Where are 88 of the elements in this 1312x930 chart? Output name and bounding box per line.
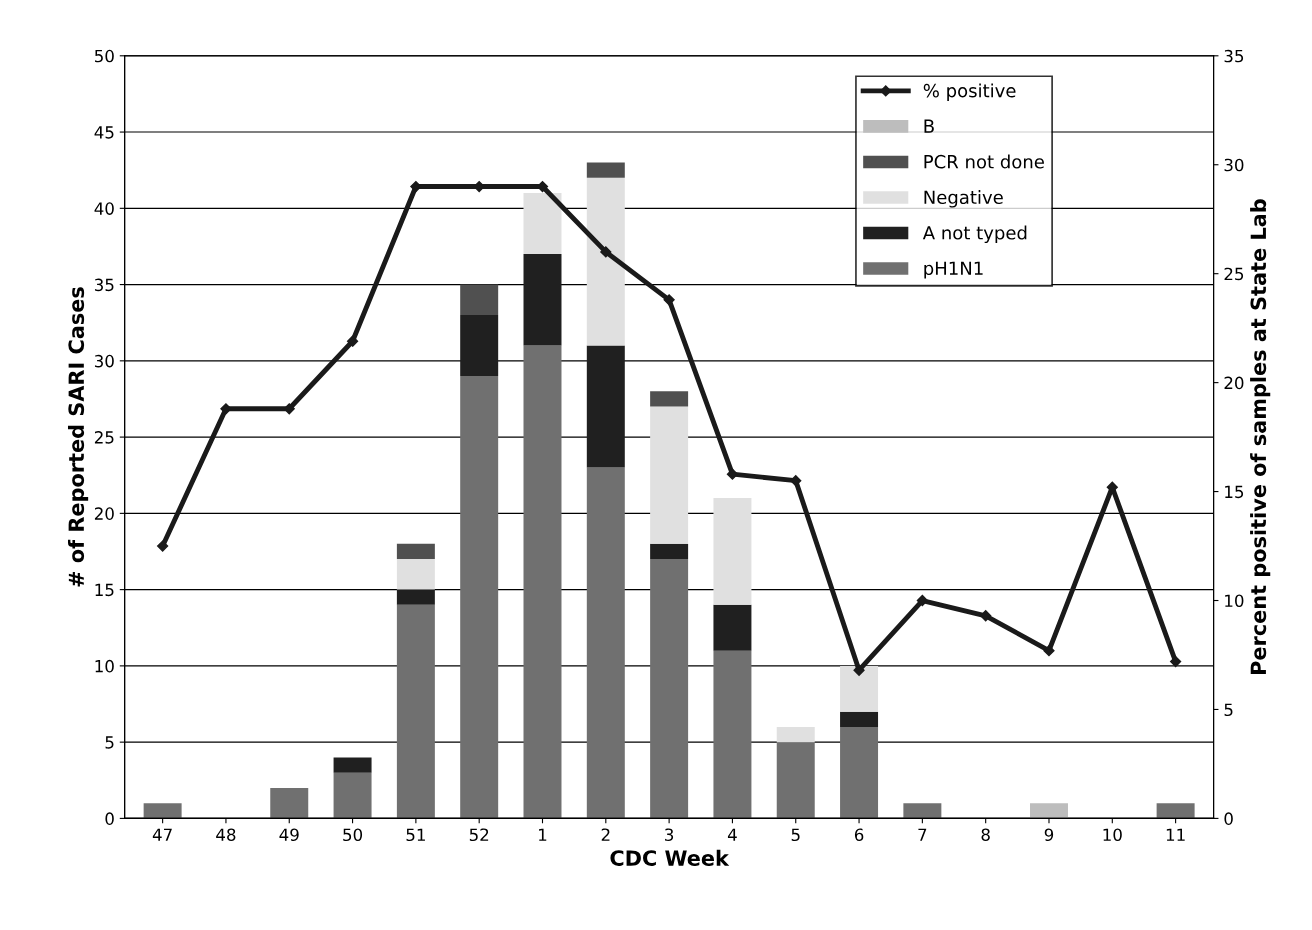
bar <box>650 543 689 560</box>
point <box>663 294 675 306</box>
x-tick-label: 5 <box>791 828 800 842</box>
point <box>853 664 865 676</box>
bar <box>713 498 752 605</box>
bar <box>396 559 435 590</box>
y-tick-label: 10 <box>95 659 114 673</box>
y2-tick-label: 15 <box>1225 485 1244 499</box>
legend-label: pH1N1 <box>924 261 983 279</box>
point <box>1170 655 1182 668</box>
y2-tick-label: 35 <box>1224 49 1244 63</box>
bar <box>776 742 815 819</box>
x-tick-label: 49 <box>279 828 299 842</box>
y2-tick-label: 0 <box>1224 812 1233 825</box>
bar <box>650 406 689 544</box>
point <box>790 475 802 487</box>
bar <box>1156 803 1195 819</box>
y2-tick-label: 10 <box>1225 594 1244 608</box>
legend-label: Negative <box>924 190 1003 208</box>
point <box>1043 645 1055 657</box>
bar <box>396 604 435 819</box>
y-tick-label: 40 <box>94 202 114 215</box>
x-axis-title: CDC Week <box>610 849 730 866</box>
x-tick-label: 3 <box>665 828 674 842</box>
x-tick-label: 1 <box>539 828 547 841</box>
y-tick-label: 20 <box>94 507 114 520</box>
bar <box>713 650 752 819</box>
y2-tick-label: 25 <box>1224 267 1244 281</box>
bar <box>1030 803 1068 819</box>
bar <box>143 803 182 819</box>
y2-tick-label: 30 <box>1224 158 1244 172</box>
legend-label: A not typed <box>922 225 1027 244</box>
y-tick-label: 30 <box>94 354 114 368</box>
bar <box>586 467 625 819</box>
bar <box>523 345 562 819</box>
bar <box>523 193 562 255</box>
point <box>600 246 612 258</box>
x-tick-label: 51 <box>406 828 425 842</box>
bar <box>523 254 562 346</box>
x-tick-label: 48 <box>216 828 236 842</box>
y-tick-label: 5 <box>105 736 114 749</box>
bar <box>460 315 499 377</box>
y-tick-label: 25 <box>94 431 114 444</box>
y-tick-label: 35 <box>94 278 114 292</box>
point <box>980 610 992 622</box>
x-tick-label: 7 <box>918 828 927 841</box>
x-tick-label: 50 <box>343 828 363 842</box>
x-tick-label: 4 <box>727 828 737 841</box>
bar <box>903 803 942 819</box>
bar <box>586 162 625 178</box>
x-tick-label: 6 <box>854 828 864 842</box>
legend-label: B <box>924 119 934 133</box>
bar <box>460 376 499 819</box>
legend-label: % positive <box>923 83 1016 101</box>
bar <box>270 787 309 819</box>
point <box>916 594 928 607</box>
bar <box>460 284 499 316</box>
bar <box>650 559 689 819</box>
bar <box>396 589 435 605</box>
bar <box>586 345 625 468</box>
point <box>157 540 169 552</box>
y-tick-label: 50 <box>95 49 114 63</box>
y-axis-title: # of Reported SARI Cases <box>67 287 89 587</box>
bar <box>586 177 625 346</box>
point <box>346 335 359 347</box>
x-tick-label: 9 <box>1044 828 1054 842</box>
y-tick-label: 45 <box>94 126 114 139</box>
bar <box>840 726 879 819</box>
y2-axis-title: Percent positive of samples at State Lab <box>1250 199 1271 674</box>
y2-tick-label: 5 <box>1224 703 1233 717</box>
x-tick-label: 8 <box>981 828 990 842</box>
bar <box>776 726 815 743</box>
bar <box>713 604 752 651</box>
y2-tick-label: 20 <box>1224 376 1244 390</box>
x-tick-label: 11 <box>1166 828 1185 841</box>
x-tick-label: 2 <box>601 828 610 841</box>
y-tick-label: 15 <box>95 583 114 597</box>
x-tick-label: 52 <box>469 828 489 842</box>
bar <box>396 543 435 560</box>
x-tick-label: 10 <box>1103 828 1122 842</box>
legend-label: PCR not done <box>924 154 1044 169</box>
x-tick-label: 47 <box>152 828 172 841</box>
bar <box>650 391 689 407</box>
y-tick-label: 0 <box>105 812 114 825</box>
bar <box>840 711 879 727</box>
bar <box>840 665 879 712</box>
bar <box>333 772 372 819</box>
bar <box>333 757 372 773</box>
